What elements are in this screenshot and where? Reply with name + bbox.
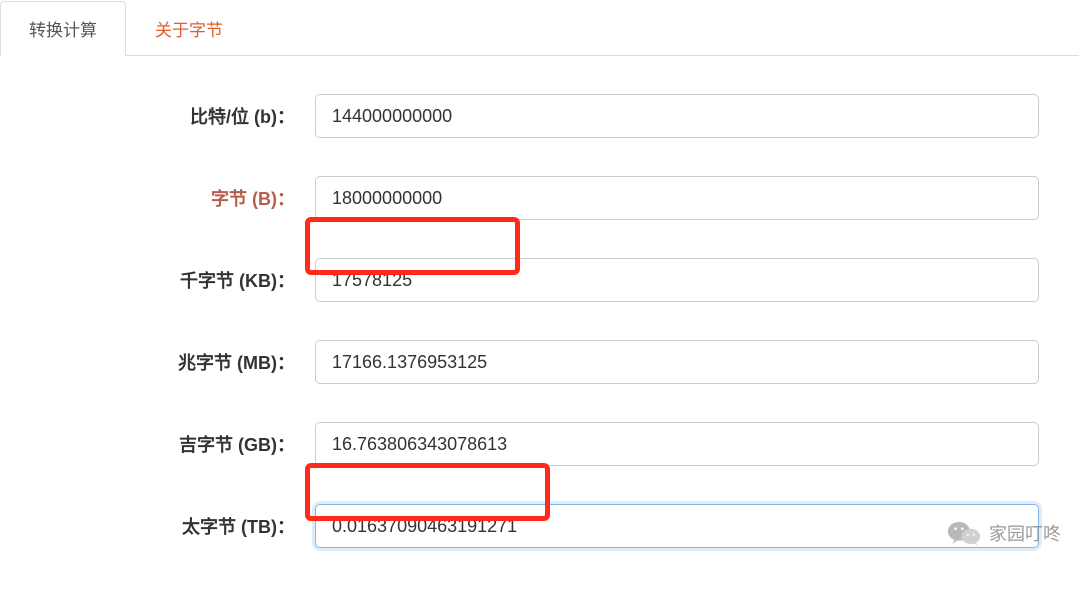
row-bits: 比特/位 (b)： [20, 94, 1059, 138]
input-bits[interactable] [315, 94, 1039, 138]
input-gb[interactable] [315, 422, 1039, 466]
row-kb: 千字节 (KB)： [20, 258, 1059, 302]
input-cell [315, 258, 1059, 302]
label-mb: 兆字节 (MB)： [20, 349, 315, 375]
tab-bar: 转换计算 关于字节 [0, 0, 1079, 56]
label-kb: 千字节 (KB)： [20, 267, 315, 293]
label-tb: 太字节 (TB)： [20, 513, 315, 539]
input-mb[interactable] [315, 340, 1039, 384]
input-cell [315, 504, 1059, 548]
input-cell [315, 176, 1059, 220]
input-kb[interactable] [315, 258, 1039, 302]
input-cell [315, 94, 1059, 138]
row-tb: 太字节 (TB)： [20, 504, 1059, 548]
row-mb: 兆字节 (MB)： [20, 340, 1059, 384]
row-gb: 吉字节 (GB)： [20, 422, 1059, 466]
row-bytes: 字节 (B)： [20, 176, 1059, 220]
label-gb: 吉字节 (GB)： [20, 431, 315, 457]
input-cell [315, 422, 1059, 466]
tab-convert[interactable]: 转换计算 [0, 1, 126, 56]
input-cell [315, 340, 1059, 384]
input-bytes[interactable] [315, 176, 1039, 220]
label-bits: 比特/位 (b)： [20, 103, 315, 129]
input-tb[interactable] [315, 504, 1039, 548]
label-bytes: 字节 (B)： [20, 185, 315, 211]
tab-about[interactable]: 关于字节 [126, 1, 252, 56]
form-content: 比特/位 (b)： 字节 (B)： 千字节 (KB)： 兆字节 (MB)： 吉字… [0, 56, 1079, 606]
